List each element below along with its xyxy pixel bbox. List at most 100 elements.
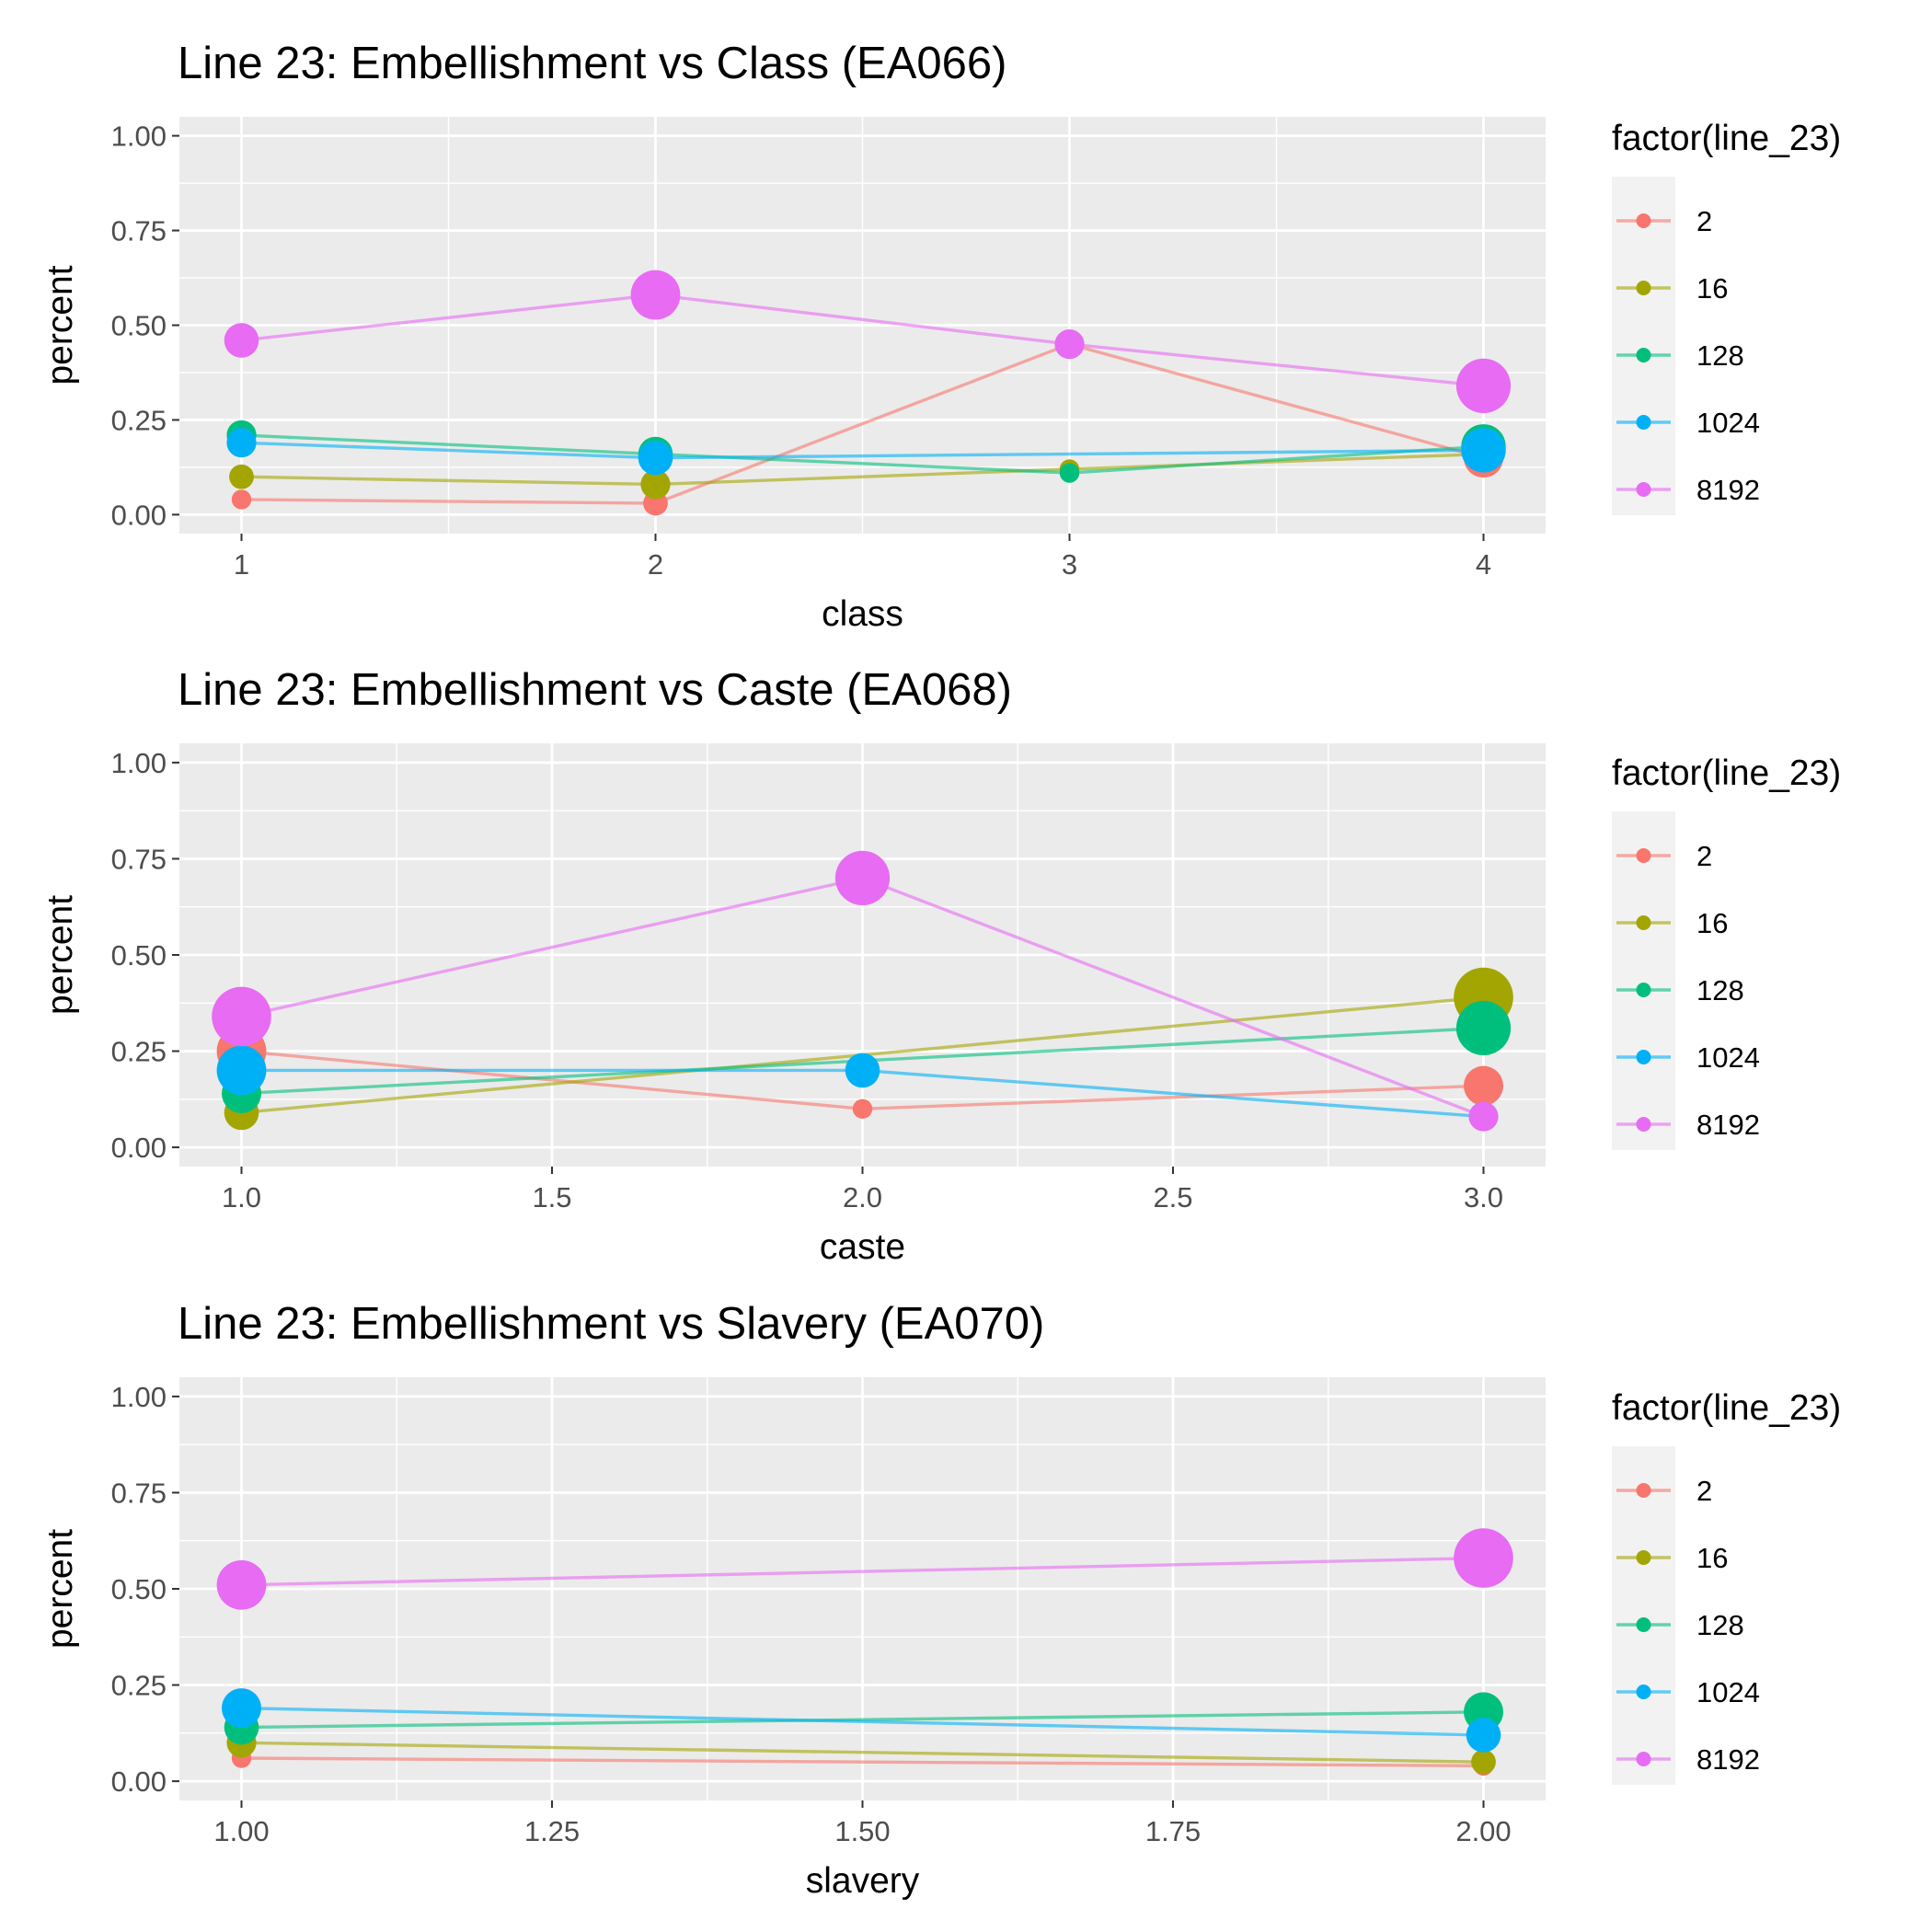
y-tick-label: 0.75 <box>111 215 167 247</box>
x-tick-label: 1.0 <box>222 1181 261 1213</box>
legend-label: 16 <box>1696 272 1728 305</box>
legend-key-point <box>1636 1752 1651 1766</box>
legend-item-2: 2 <box>1616 1475 1712 1507</box>
legend-key-point <box>1636 1483 1651 1498</box>
panel-title: Line 23: Embellishment vs Class (EA066) <box>178 39 1006 88</box>
series-line-16 <box>241 452 1484 487</box>
series-line-2 <box>241 342 1484 505</box>
data-point-1024 <box>222 1688 261 1729</box>
panel-title: Line 23: Embellishment vs Caste (EA068) <box>178 665 1012 715</box>
data-point-8192 <box>834 850 891 905</box>
x-tick-label: 1.50 <box>834 1815 890 1847</box>
legend-title: factor(line_23) <box>1612 119 1841 158</box>
legend-label: 16 <box>1696 1542 1728 1574</box>
x-tick-label: 2 <box>648 548 663 581</box>
series-line-8192 <box>241 293 1484 388</box>
legend-item-2: 2 <box>1616 840 1712 872</box>
data-point-8192 <box>1468 1101 1499 1132</box>
legend-item-128: 128 <box>1616 339 1744 372</box>
legend: factor(line_23) 2 16 128 1024 8192 <box>1612 753 1841 1150</box>
y-tick-label: 0.50 <box>111 310 167 342</box>
x-axis-label: slavery <box>806 1861 920 1901</box>
data-point-8192 <box>1454 1528 1513 1588</box>
data-point-128 <box>1059 463 1080 483</box>
legend-item-8192: 8192 <box>1616 474 1760 506</box>
x-tick-label: 1.75 <box>1145 1815 1201 1847</box>
data-point-16 <box>1471 1749 1496 1775</box>
series-line-1024 <box>241 1706 1484 1737</box>
series-line-8192 <box>241 1556 1484 1587</box>
chart-panel-3: Line 23: Embellishment vs Slavery (EA070… <box>40 1299 1841 1901</box>
legend-key-point <box>1636 1617 1651 1632</box>
x-tick-label: 2.00 <box>1455 1815 1511 1847</box>
y-axis-label: percent <box>40 265 80 385</box>
legend-key-background <box>1612 811 1675 1150</box>
legend-label: 16 <box>1696 907 1728 939</box>
data-point-1024 <box>216 1045 267 1096</box>
x-tick-label: 2.0 <box>843 1181 882 1213</box>
data-point-1024 <box>1466 1718 1501 1753</box>
legend-item-16: 16 <box>1616 272 1728 305</box>
x-axis-label: caste <box>820 1227 905 1267</box>
legend-key-point <box>1636 281 1651 295</box>
series-line-2 <box>241 1756 1484 1768</box>
x-tick-label: 1.25 <box>524 1815 580 1847</box>
data-point-1024 <box>845 1052 880 1088</box>
legend-key-point <box>1636 415 1651 430</box>
legend-label: 128 <box>1696 974 1744 1006</box>
legend-title: factor(line_23) <box>1612 1388 1841 1428</box>
y-axis-label: percent <box>40 1529 80 1649</box>
legend-item-8192: 8192 <box>1616 1743 1760 1776</box>
y-tick-label: 0.00 <box>111 499 167 531</box>
y-tick-label: 0.00 <box>111 1765 167 1798</box>
data-point-16 <box>229 464 254 489</box>
legend-item-2: 2 <box>1616 205 1712 237</box>
legend-item-1024: 1024 <box>1616 1676 1760 1708</box>
y-tick-label: 1.00 <box>111 1381 167 1413</box>
y-tick-label: 0.75 <box>111 843 167 875</box>
legend-label: 1024 <box>1696 1676 1760 1708</box>
legend-key-point <box>1636 348 1651 362</box>
legend-item-128: 128 <box>1616 1609 1744 1641</box>
legend-key-point <box>1636 983 1651 997</box>
legend-label: 1024 <box>1696 1041 1760 1074</box>
x-tick-label: 3.0 <box>1464 1181 1503 1213</box>
data-point-128 <box>1455 1000 1512 1056</box>
data-point-2 <box>1464 1065 1503 1106</box>
x-tick-label: 3 <box>1062 548 1077 581</box>
data-point-8192 <box>630 270 681 320</box>
legend-label: 128 <box>1696 339 1744 372</box>
legend-label: 2 <box>1696 1475 1712 1507</box>
legend-label: 8192 <box>1696 474 1760 506</box>
chart-panel-1: Line 23: Embellishment vs Class (EA066) 0… <box>40 39 1841 634</box>
y-tick-label: 1.00 <box>111 121 167 153</box>
data-point-2 <box>852 1098 873 1119</box>
data-point-8192 <box>1054 328 1085 360</box>
x-tick-label: 1 <box>234 548 249 581</box>
legend-key-point <box>1636 1117 1651 1132</box>
series-line-128 <box>241 433 1484 475</box>
chart-panel-2: Line 23: Embellishment vs Caste (EA068) 0… <box>40 665 1841 1267</box>
data-point-8192 <box>216 1559 267 1610</box>
y-tick-label: 0.50 <box>111 939 167 972</box>
legend-key-point <box>1636 1550 1651 1565</box>
legend-label: 2 <box>1696 840 1712 872</box>
data-point-16 <box>640 469 671 500</box>
legend-key-point <box>1636 1685 1651 1699</box>
legend: factor(line_23) 2 16 128 1024 8192 <box>1612 1388 1841 1785</box>
data-point-1024 <box>1461 428 1506 473</box>
data-point-8192 <box>1455 358 1512 413</box>
data-point-8192 <box>224 323 259 358</box>
y-tick-label: 0.00 <box>111 1132 167 1164</box>
x-tick-label: 1.00 <box>213 1815 269 1847</box>
x-axis-label: class <box>822 594 903 634</box>
legend-label: 1024 <box>1696 407 1760 439</box>
y-tick-label: 0.50 <box>111 1573 167 1605</box>
x-tick-label: 2.5 <box>1153 1181 1192 1213</box>
series-line-16 <box>241 1741 1484 1764</box>
legend-key-point <box>1636 213 1651 228</box>
legend-label: 2 <box>1696 205 1712 237</box>
y-axis-label: percent <box>40 895 80 1015</box>
y-tick-label: 1.00 <box>111 747 167 779</box>
